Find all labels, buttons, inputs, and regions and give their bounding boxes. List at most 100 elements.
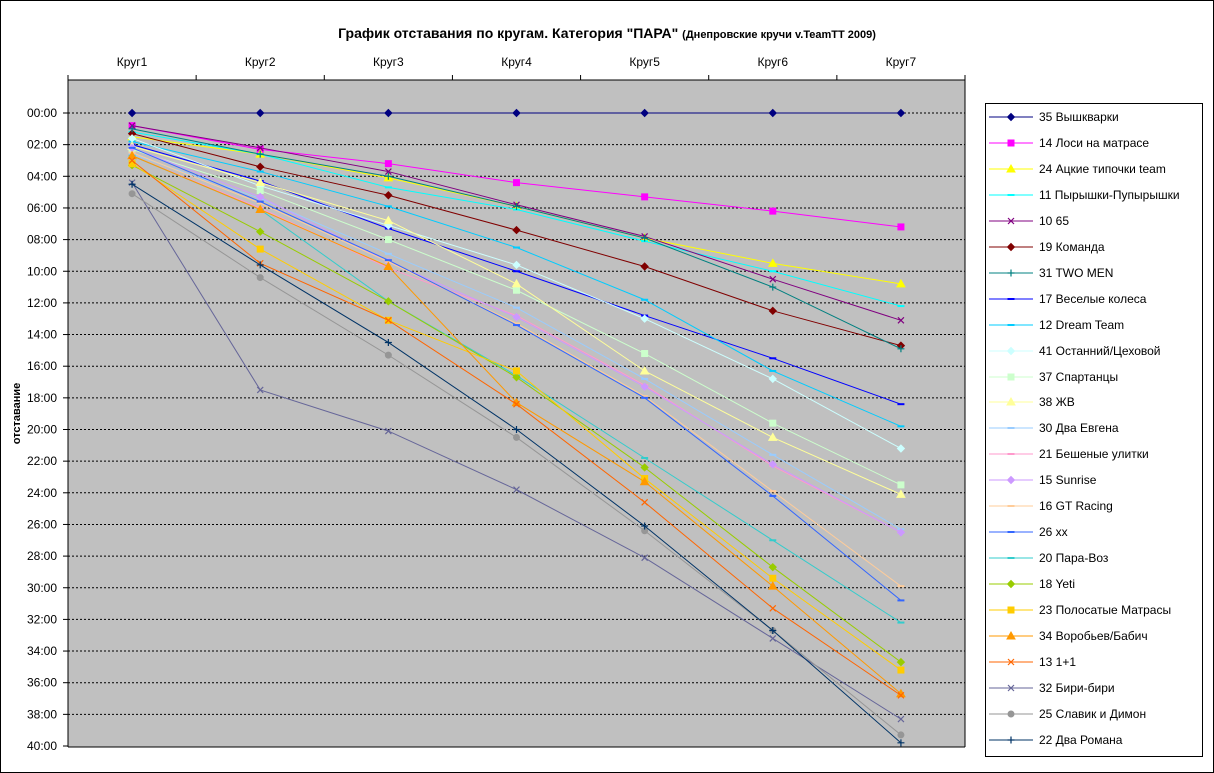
- data-point: [1007, 557, 1015, 560]
- data-point: [769, 604, 777, 612]
- legend-swatch: [989, 269, 1033, 277]
- data-point: [896, 278, 906, 288]
- legend-swatch: [989, 658, 1033, 666]
- x-tick-label: Круг3: [373, 55, 404, 69]
- data-point: [897, 345, 905, 353]
- data-point: [1006, 242, 1016, 251]
- data-point: [127, 150, 137, 160]
- data-point: [1007, 139, 1015, 147]
- data-point: [384, 205, 392, 208]
- data-point: [256, 192, 265, 202]
- legend-item: 37 Спартанцы: [986, 368, 1202, 386]
- data-point: [255, 204, 266, 214]
- data-point: [1007, 505, 1015, 508]
- legend-item: 30 Два Евгена: [986, 419, 1202, 437]
- y-tick-label: 30:00: [27, 581, 57, 595]
- legend-label: 25 Славик и Димон: [1039, 706, 1147, 721]
- data-point: [768, 562, 777, 572]
- legend-item: 18 Yeti: [986, 575, 1202, 593]
- data-point: [896, 489, 906, 498]
- data-point: [512, 225, 521, 235]
- data-point: [641, 298, 649, 301]
- data-point: [641, 350, 649, 358]
- data-point: [513, 246, 520, 249]
- legend-swatch: [989, 217, 1033, 225]
- legend-item: 21 Бешеные улитки: [986, 445, 1202, 463]
- data-point: [384, 297, 393, 306]
- legend-item: 35 Вышкварки: [986, 108, 1202, 126]
- data-point: [639, 476, 650, 486]
- data-point: [1007, 710, 1015, 718]
- chart-title: График отставания по кругам. Категория "…: [338, 25, 679, 41]
- legend-label: 11 Пырышки-Пупырышки: [1039, 187, 1180, 202]
- legend-label: 19 Команда: [1039, 239, 1105, 254]
- data-point: [897, 739, 905, 747]
- legend-item: 38 ЖВ: [986, 393, 1202, 411]
- legend-label: 16 GT Racing: [1039, 499, 1113, 514]
- data-point: [513, 367, 520, 375]
- legend-item: 13 1+1: [986, 653, 1202, 671]
- data-point: [1007, 736, 1015, 744]
- data-point: [128, 146, 136, 149]
- legend-swatch: [989, 163, 1033, 173]
- data-point: [640, 382, 649, 391]
- data-point: [255, 177, 266, 187]
- data-point: [513, 322, 520, 325]
- y-tick-label: 38:00: [27, 707, 57, 721]
- data-point: [383, 215, 394, 225]
- legend-swatch: [989, 736, 1033, 744]
- legend-swatch: [989, 505, 1033, 508]
- data-point: [384, 316, 392, 324]
- legend-swatch: [989, 193, 1033, 196]
- legend-label: 23 Полосатые Матрасы: [1039, 603, 1172, 618]
- data-point: [769, 494, 777, 497]
- legend-label: 35 Вышкварки: [1039, 110, 1119, 124]
- data-point: [897, 223, 905, 231]
- data-point: [767, 581, 778, 590]
- legend-label: 30 Два Евгена: [1039, 421, 1119, 436]
- legend-swatch: [989, 297, 1033, 300]
- x-tick-label: Круг5: [629, 55, 660, 69]
- data-point: [384, 427, 392, 435]
- data-point: [256, 187, 264, 195]
- data-point: [767, 258, 778, 267]
- data-point: [256, 150, 264, 158]
- legend-swatch: [989, 397, 1033, 406]
- y-axis-label: отставание: [11, 383, 23, 445]
- data-point: [896, 108, 906, 118]
- y-tick-label: 18:00: [27, 391, 57, 405]
- data-point: [513, 400, 520, 408]
- data-point: [256, 144, 264, 152]
- data-point: [384, 172, 392, 180]
- data-point: [511, 278, 522, 288]
- data-point: [641, 456, 649, 459]
- legend-item: 10 65: [986, 212, 1202, 230]
- data-point: [513, 433, 520, 441]
- data-point: [896, 444, 906, 453]
- data-point: [384, 259, 392, 262]
- legend-label: 31 TWO MEN: [1039, 265, 1114, 280]
- legend-swatch: [989, 112, 1033, 122]
- data-point: [1007, 606, 1015, 614]
- series-1: [127, 108, 906, 118]
- y-tick-label: 34:00: [27, 644, 57, 658]
- data-point: [512, 373, 521, 382]
- data-point: [641, 522, 649, 530]
- chart-subtitle: (Днепровские кручи v.TeamTT 2009): [682, 29, 876, 41]
- legend-label: 26 xx: [1039, 525, 1068, 540]
- legend-item: 41 Останний/Цеховой: [986, 342, 1202, 360]
- axes: [67, 79, 966, 748]
- data-point: [769, 626, 777, 634]
- data-point: [768, 460, 777, 469]
- data-point: [769, 419, 777, 427]
- legend-swatch: [989, 242, 1033, 251]
- legend-swatch: [989, 710, 1033, 718]
- data-point: [640, 262, 649, 271]
- data-point: [512, 260, 521, 270]
- data-point: [384, 338, 392, 346]
- y-tick-label: 08:00: [27, 233, 57, 247]
- chart-title-block: График отставания по кругам. Категория "…: [0, 25, 1214, 41]
- legend-swatch: [989, 531, 1033, 534]
- legend-item: 12 Dream Team: [986, 316, 1202, 334]
- legend-swatch: [989, 606, 1033, 614]
